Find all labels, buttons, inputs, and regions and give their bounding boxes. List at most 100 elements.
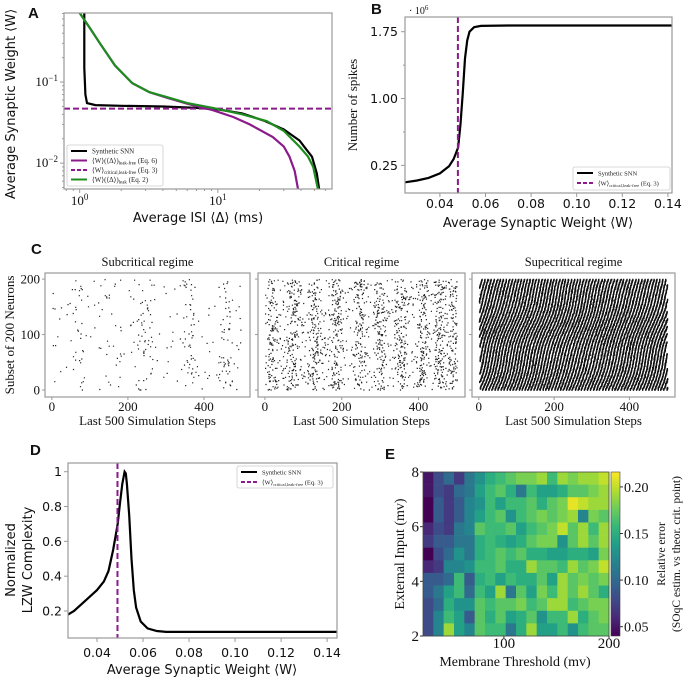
neuron-spikes [276,316,415,318]
y-tick-label: 4 [412,574,420,590]
heatmap-cell [433,547,444,561]
neuron-spikes [183,331,223,333]
heatmap-cell [485,497,496,511]
neuron-spikes [271,289,396,291]
neuron-spikes [100,285,186,287]
neuron-spikes [295,315,444,317]
heatmap-cell [567,509,579,523]
neuron-spikes [297,317,453,320]
neuron-spikes [276,349,454,351]
neuron-spikes [267,338,456,340]
neuron-spikes [271,363,454,366]
neuron-spikes [283,368,456,370]
neuron-spikes [78,295,193,297]
neuron-spikes [273,307,456,309]
heatmap-cell [443,560,455,574]
heatmap-cell [495,560,506,574]
legend-entry: Synthetic SNN [92,148,134,156]
neuron-spikes [133,341,214,343]
neuron-spikes [81,389,142,391]
x-tick-label: 0.10 [221,645,249,660]
heatmap-cell [547,509,558,523]
neuron-spikes [268,338,457,341]
neuron-spikes [378,326,454,328]
x-tick-label: 101 [209,192,227,208]
legend-entry: ⟨W⟩critical,leak-free (Eq. 3) [598,181,659,190]
neuron-spikes [292,385,408,387]
heatmap-cell [547,522,558,536]
heatmap-cell [557,560,568,574]
legend-sub: critical,leak-free [273,482,303,488]
neuron-spikes [141,335,143,337]
neuron-spikes [81,358,192,360]
heatmap-cell [547,484,558,498]
neuron-spikes [358,357,450,359]
heatmap-cell [516,598,527,612]
tick-exp: −2 [48,154,58,164]
neuron-spikes [81,382,227,384]
heatmap-cell [474,547,486,561]
neuron-spikes [479,388,669,390]
heatmap-cell [547,497,558,511]
neuron-spikes [271,327,440,330]
x-tick-label: 200 [544,399,564,414]
neuron-spikes [184,281,229,283]
neuron-spikes [282,370,451,372]
heatmap-cell [423,623,434,637]
heatmap-cell [505,598,517,612]
heatmap-cell [495,522,506,536]
heatmap-cell [578,509,589,523]
neuron-spikes [293,368,450,371]
heatmap-cell [423,610,434,624]
heatmap-cell [557,484,568,498]
y-tick-label: 0.4 [42,569,62,584]
neuron-spikes [286,291,457,293]
heatmap-cell [526,497,537,511]
neuron-spikes [265,367,447,369]
neuron-spikes [298,302,405,304]
heatmap-cell [536,610,548,624]
heatmap-cell [433,472,444,485]
tick-base: 10 [71,193,84,208]
heatmap-cell [536,585,548,599]
heatmap-cell [598,547,610,561]
neuron-spikes [317,312,457,315]
panel-label: E [385,446,395,463]
legend-box [66,144,164,187]
x-tick-label: 0.06 [129,645,157,660]
neuron-spikes [54,308,149,310]
neuron-spikes [138,388,203,390]
neuron-spikes [72,312,195,315]
neuron-spikes [291,333,455,335]
heatmap-cell [557,572,568,586]
neuron-spikes [100,347,102,349]
heatmap-cell [598,522,610,536]
heatmap-cell [505,484,517,498]
neuron-spikes [281,345,448,347]
neuron-spikes [75,306,77,308]
heatmap-cell [485,472,496,485]
legend-entry: Synthetic SNN [598,171,637,178]
neuron-spikes [280,348,427,350]
neuron-spikes [277,279,440,281]
heatmap-cell [578,585,589,599]
heatmap-cell [443,497,455,511]
heatmap-cell [423,522,434,536]
neuron-spikes [141,322,143,324]
neuron-spikes [185,385,232,387]
heatmap-cell [454,598,465,612]
spike-group [478,278,669,391]
x-axis-label: Average ISI ⟨Δ⟩ (ms) [133,211,263,226]
neuron-spikes [151,368,194,370]
neuron-spikes [276,320,440,322]
heatmap-cell [495,598,506,612]
neuron-spikes [284,285,447,287]
heatmap-cell [505,497,517,511]
neuron-spikes [120,355,122,357]
heatmap-cell [598,623,610,637]
neuron-spikes [81,322,231,325]
x-tick-label: 0.14 [313,645,341,660]
heatmap-cell [495,547,506,561]
y-tick-label: 100 [21,327,41,342]
heatmap-cell [526,585,537,599]
